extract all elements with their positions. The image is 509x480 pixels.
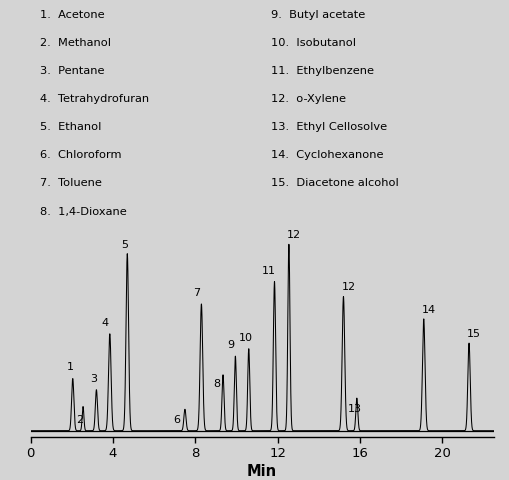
Text: 1.  Acetone: 1. Acetone bbox=[40, 10, 104, 20]
Text: 8: 8 bbox=[213, 379, 220, 389]
Text: 11.  Ethylbenzene: 11. Ethylbenzene bbox=[271, 66, 375, 76]
X-axis label: Min: Min bbox=[247, 464, 277, 479]
Text: 3.  Pentane: 3. Pentane bbox=[40, 66, 104, 76]
Text: 1: 1 bbox=[67, 362, 74, 372]
Text: 5.  Ethanol: 5. Ethanol bbox=[40, 122, 101, 132]
Text: 9.  Butyl acetate: 9. Butyl acetate bbox=[271, 10, 365, 20]
Text: 12: 12 bbox=[287, 230, 301, 240]
Text: 8.  1,4-Dioxane: 8. 1,4-Dioxane bbox=[40, 206, 127, 216]
Text: 7.  Toluene: 7. Toluene bbox=[40, 179, 102, 188]
Text: 4: 4 bbox=[101, 318, 108, 328]
Text: 2: 2 bbox=[76, 415, 83, 425]
Text: 12.  o-Xylene: 12. o-Xylene bbox=[271, 94, 347, 104]
Text: 10.  Isobutanol: 10. Isobutanol bbox=[271, 38, 356, 48]
Text: 9: 9 bbox=[227, 340, 234, 350]
Text: 15: 15 bbox=[467, 329, 481, 339]
Text: 11: 11 bbox=[262, 265, 276, 276]
Text: 2.  Methanol: 2. Methanol bbox=[40, 38, 111, 48]
Text: 6: 6 bbox=[174, 416, 181, 425]
Text: 7: 7 bbox=[193, 288, 200, 298]
Text: 10: 10 bbox=[239, 333, 253, 343]
Text: 13.  Ethyl Cellosolve: 13. Ethyl Cellosolve bbox=[271, 122, 387, 132]
Text: 14: 14 bbox=[422, 305, 436, 315]
Text: 14.  Cyclohexanone: 14. Cyclohexanone bbox=[271, 150, 384, 160]
Text: 3: 3 bbox=[90, 373, 97, 384]
Text: 6.  Chloroform: 6. Chloroform bbox=[40, 150, 121, 160]
Text: 13: 13 bbox=[347, 404, 361, 414]
Text: 15.  Diacetone alcohol: 15. Diacetone alcohol bbox=[271, 179, 399, 188]
Text: 4.  Tetrahydrofuran: 4. Tetrahydrofuran bbox=[40, 94, 149, 104]
Text: 12: 12 bbox=[342, 282, 356, 292]
Text: 5: 5 bbox=[121, 240, 128, 250]
